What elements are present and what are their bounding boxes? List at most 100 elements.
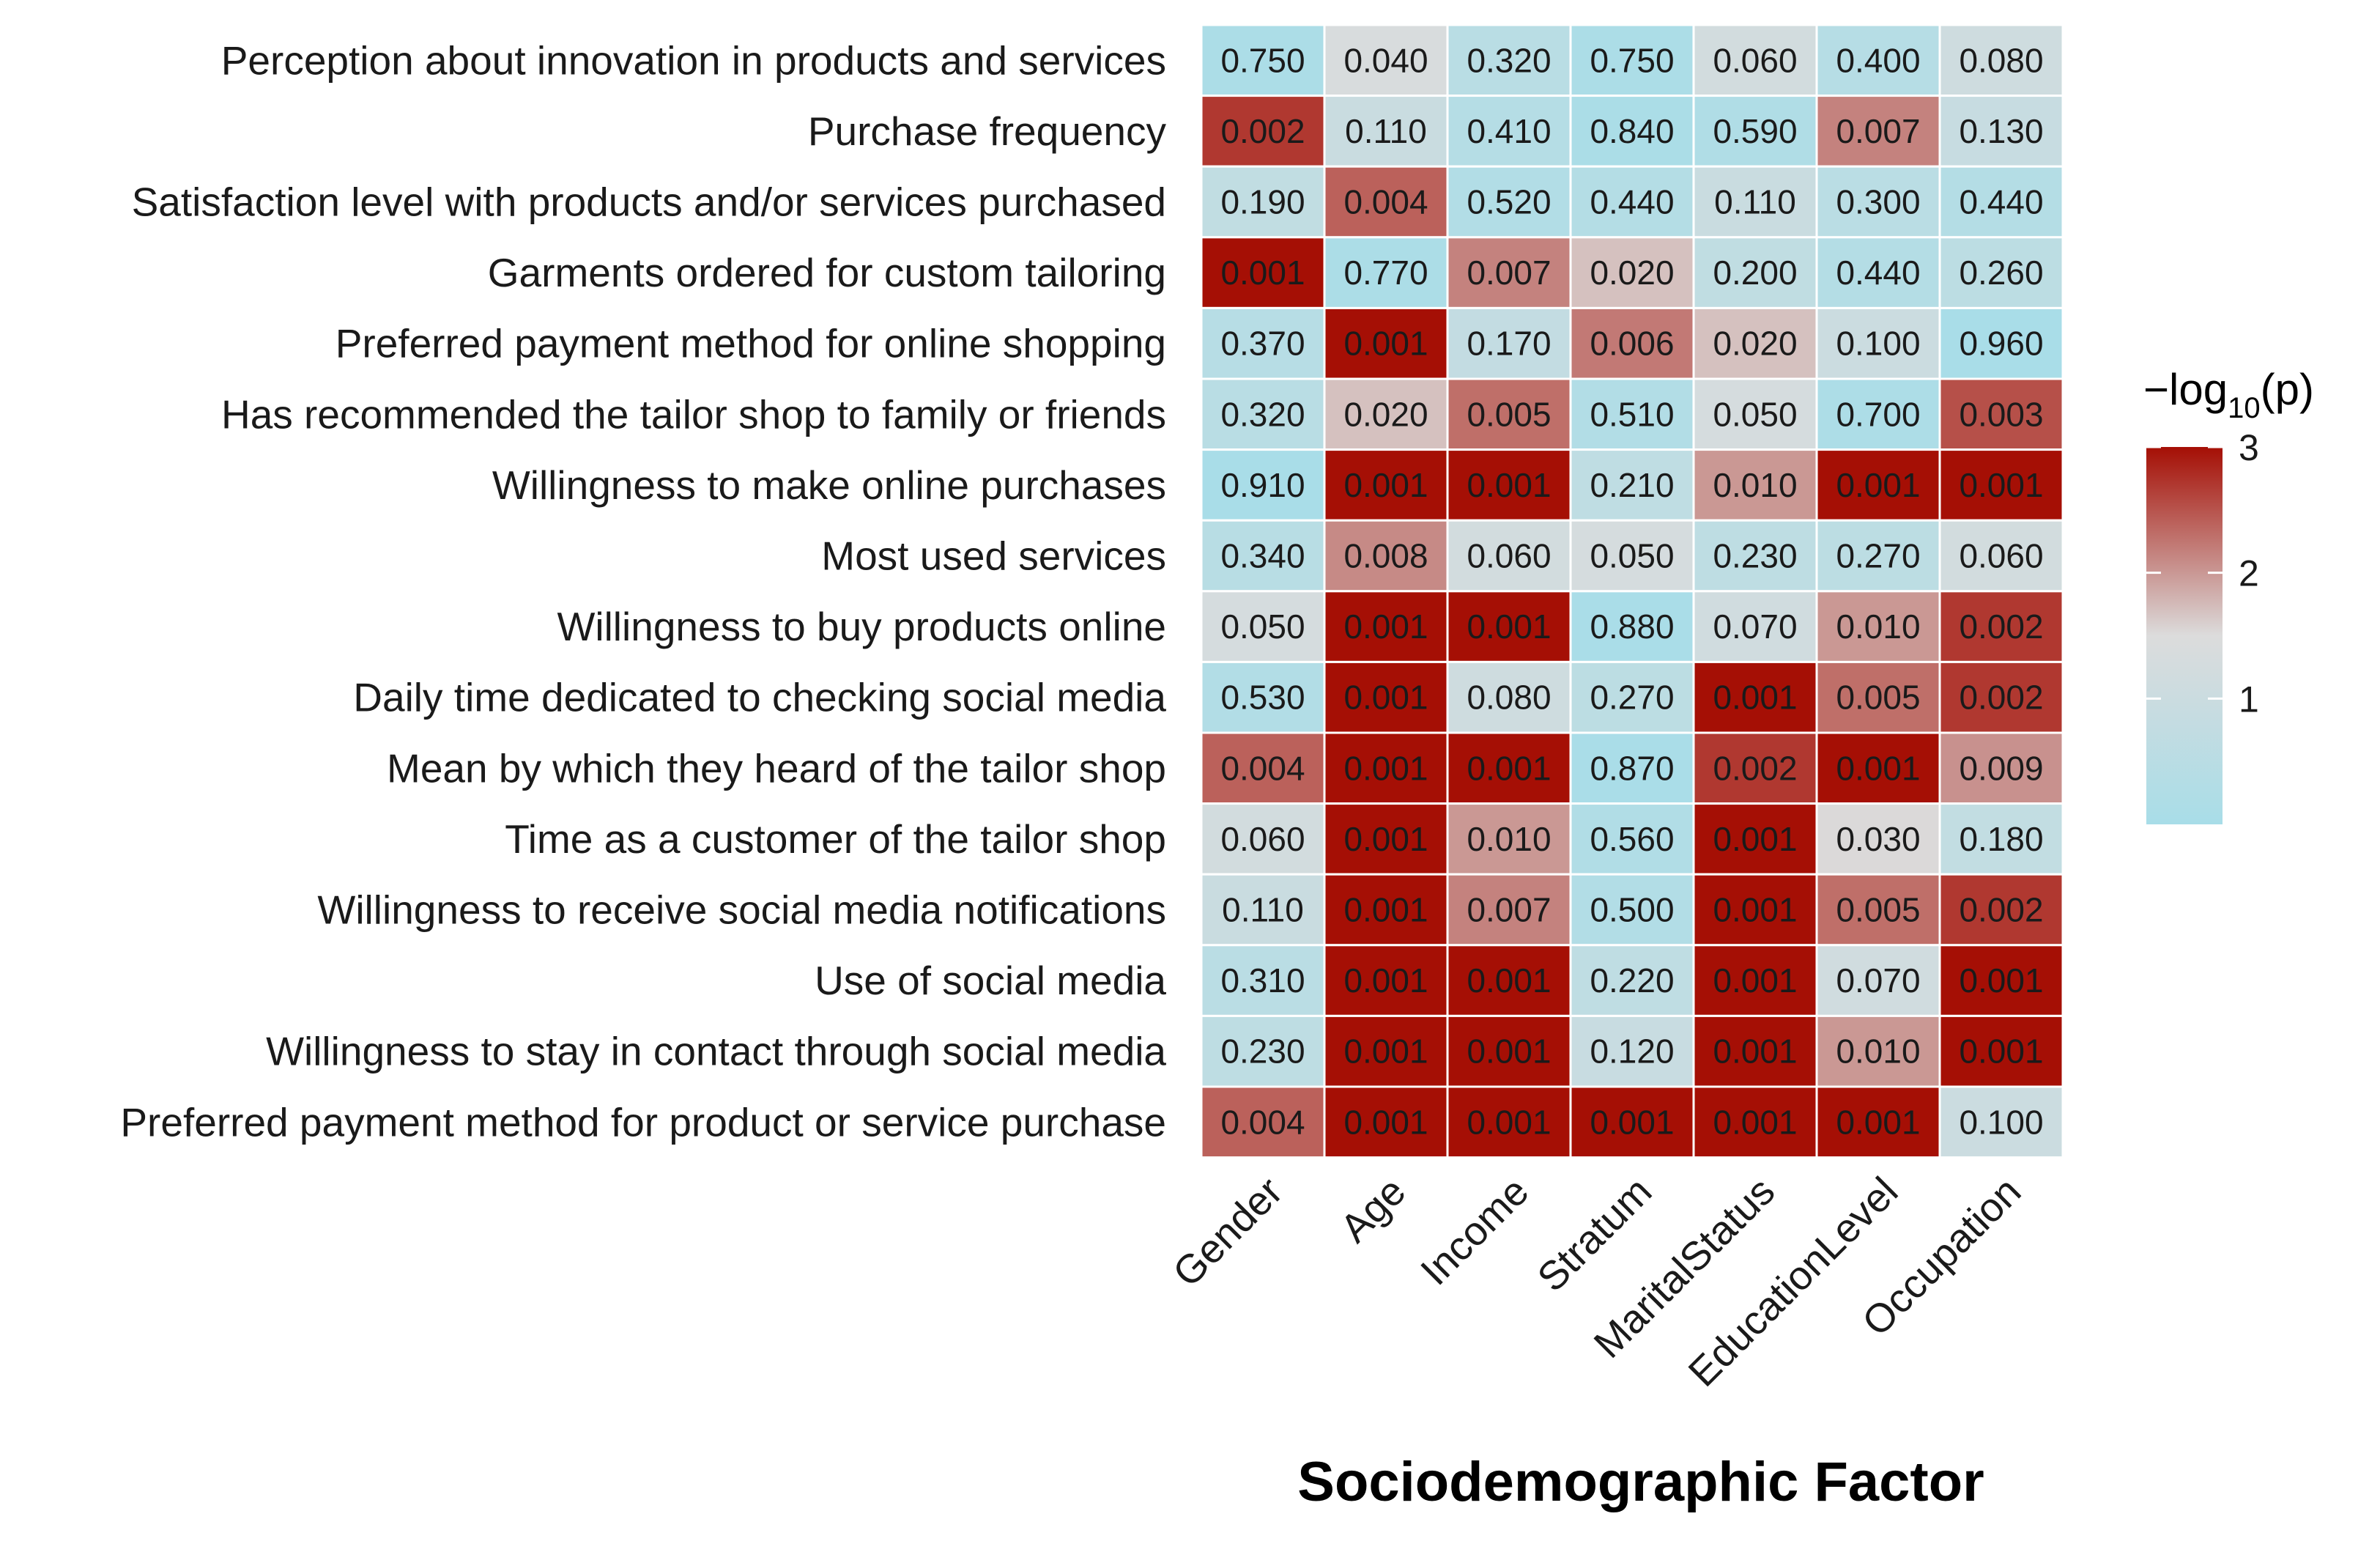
cell-value-label: 0.001: [1713, 820, 1797, 858]
heatmap-cell: [1815, 236, 1941, 309]
cell-value-label: 0.170: [1467, 325, 1551, 363]
cell-value-label: 0.060: [1467, 537, 1551, 575]
cell-value-label: 0.050: [1590, 537, 1674, 575]
cell-value-label: 0.100: [1959, 1103, 2043, 1141]
cell-value-label: 0.001: [1343, 607, 1428, 646]
heatmap-cell: [1569, 944, 1695, 1017]
cell-value-label: 0.210: [1590, 466, 1674, 504]
heatmap-cell: [1815, 1085, 1941, 1159]
row-label: Purchase frequency: [808, 108, 1167, 154]
cell-value-label: 0.340: [1220, 537, 1305, 575]
cell-value-label: 0.001: [1713, 679, 1797, 717]
heatmap-cell: [1200, 448, 1326, 522]
heatmap-cell: [1446, 731, 1572, 805]
cell-value-label: 0.001: [1836, 749, 1920, 787]
heatmap-cell: [1938, 95, 2064, 168]
heatmap-cell: [1200, 1014, 1326, 1088]
cell-value-label: 0.960: [1959, 325, 2043, 363]
heatmap-cell: [1815, 660, 1941, 734]
cell-value-label: 0.004: [1220, 1103, 1305, 1141]
cell-value-label: 0.520: [1467, 183, 1551, 221]
cell-value-label: 0.440: [1836, 254, 1920, 292]
row-label: Satisfaction level with products and/or …: [132, 180, 1166, 225]
cell-value-label: 0.410: [1467, 112, 1551, 150]
cell-value-label: 0.001: [1836, 1103, 1920, 1141]
column-label: Age: [1331, 1168, 1414, 1251]
heatmap-cell: [1692, 1085, 1818, 1159]
row-label: Use of social media: [815, 958, 1166, 1003]
heatmap-cell: [1200, 306, 1326, 380]
cell-value-label: 0.007: [1467, 891, 1551, 929]
heatmap-cell: [1569, 1085, 1695, 1159]
cell-value-label: 0.230: [1713, 537, 1797, 575]
heatmap-cell: [1815, 944, 1941, 1017]
color-legend: −log10(p) 1 2 3: [2143, 365, 2314, 824]
cell-value-label: 0.530: [1220, 679, 1305, 717]
cell-value-label: 0.002: [1959, 679, 2043, 717]
column-label: Gender: [1164, 1168, 1291, 1296]
legend-tick-label: 1: [2239, 679, 2259, 720]
cell-value-label: 0.001: [1343, 891, 1428, 929]
row-label: Willingness to receive social media noti…: [317, 887, 1166, 933]
heatmap-cell: [1323, 1085, 1449, 1159]
heatmap-cell: [1323, 165, 1449, 239]
heatmap-cell: [1446, 590, 1572, 663]
heatmap-cell: [1200, 95, 1326, 168]
column-label: EducationLevel: [1680, 1168, 1907, 1395]
heatmap-cell: [1692, 731, 1818, 805]
row-label: Daily time dedicated to checking social …: [353, 675, 1166, 720]
cell-value-label: 0.770: [1343, 254, 1428, 292]
cell-value-label: 0.100: [1836, 325, 1920, 363]
cell-value-label: 0.001: [1959, 961, 2043, 999]
heatmap-cell: [1569, 802, 1695, 876]
cell-value-label: 0.270: [1590, 679, 1674, 717]
heatmap-cell: [1569, 165, 1695, 239]
cell-value-label: 0.001: [1343, 961, 1428, 999]
heatmap-cell: [1938, 873, 2064, 947]
heatmap-cell: [1323, 377, 1449, 451]
cell-value-label: 0.320: [1467, 41, 1551, 79]
heatmap-cell: [1938, 731, 2064, 805]
cell-value-label: 0.001: [1836, 466, 1920, 504]
cell-value-label: 0.440: [1959, 183, 2043, 221]
heatmap-cell: [1200, 236, 1326, 309]
cell-value-label: 0.001: [1467, 1032, 1551, 1071]
heatmap-cell: [1692, 448, 1818, 522]
heatmap-cell: [1692, 660, 1818, 734]
cell-value-label: 0.130: [1959, 112, 2043, 150]
cell-value-label: 0.230: [1220, 1032, 1305, 1071]
legend-tick-label: 3: [2239, 427, 2259, 468]
row-label: Garments ordered for custom tailoring: [488, 250, 1166, 295]
cell-value-label: 0.030: [1836, 820, 1920, 858]
cell-value-label: 0.002: [1713, 749, 1797, 787]
heatmap-cell: [1692, 95, 1818, 168]
cell-value-label: 0.110: [1345, 112, 1427, 150]
cell-value-label: 0.001: [1467, 607, 1551, 646]
heatmap-cell: [1692, 944, 1818, 1017]
heatmap-cell: [1446, 165, 1572, 239]
heatmap-cell: [1692, 377, 1818, 451]
cell-value-label: 0.020: [1713, 325, 1797, 363]
heatmap-cell: [1938, 519, 2064, 593]
row-label: Mean by which they heard of the tailor s…: [387, 745, 1166, 791]
cell-value-label: 0.120: [1590, 1032, 1674, 1071]
cell-value-label: 0.750: [1590, 41, 1674, 79]
cell-value-label: 0.110: [1222, 891, 1304, 929]
cell-value-label: 0.050: [1220, 607, 1305, 646]
legend-tick-label: 2: [2239, 553, 2259, 594]
cell-value-label: 0.001: [1959, 1032, 2043, 1071]
cell-value-label: 0.001: [1467, 466, 1551, 504]
heatmap-cell: [1446, 448, 1572, 522]
row-label: Most used services: [821, 533, 1166, 579]
column-labels: Gender AgeIncomeStratumMaritalStatusEduca…: [1164, 1168, 2030, 1395]
row-label: Preferred payment method for product or …: [120, 1099, 1166, 1145]
heatmap-cell: [1815, 23, 1941, 97]
cell-value-label: 0.400: [1836, 41, 1920, 79]
cell-value-label: 0.500: [1590, 891, 1674, 929]
cell-value-label: 0.840: [1590, 112, 1674, 150]
cell-value-label: 0.110: [1714, 183, 1796, 221]
cell-value-label: 0.001: [1343, 466, 1428, 504]
row-label: Perception about innovation in products …: [221, 37, 1166, 83]
heatmap-cell: [1323, 23, 1449, 97]
cell-value-label: 0.050: [1713, 395, 1797, 433]
